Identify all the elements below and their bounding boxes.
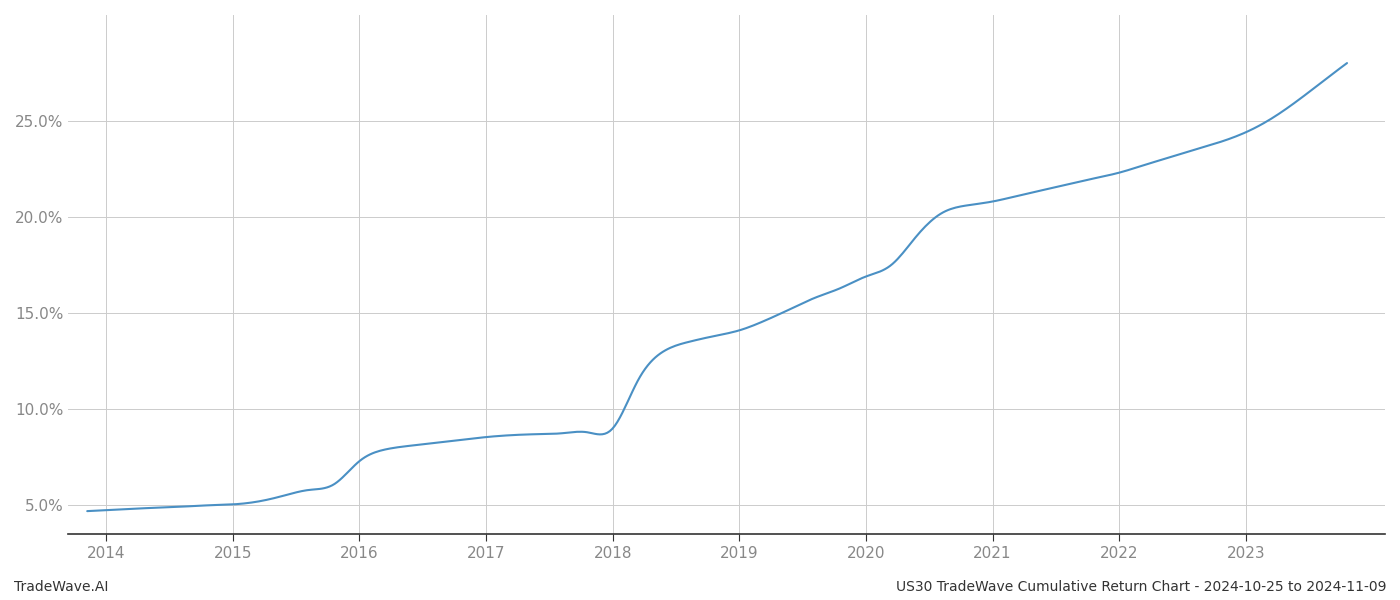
Text: TradeWave.AI: TradeWave.AI [14,580,108,594]
Text: US30 TradeWave Cumulative Return Chart - 2024-10-25 to 2024-11-09: US30 TradeWave Cumulative Return Chart -… [896,580,1386,594]
